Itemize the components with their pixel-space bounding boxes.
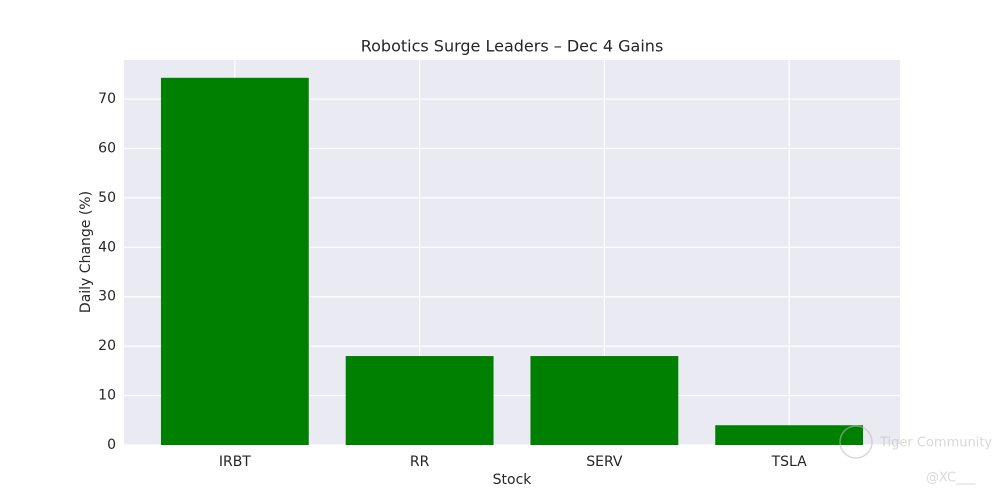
y-tick-label: 60 (98, 140, 116, 156)
y-tick-label: 40 (98, 239, 116, 255)
watermark-brand: Tiger Community (879, 436, 992, 451)
x-tick-label: TSLA (771, 454, 808, 470)
watermark: Tiger Community @XC___ (839, 425, 992, 486)
bar (715, 425, 864, 445)
y-tick-label: 0 (107, 437, 116, 453)
bar (530, 356, 679, 445)
x-axis-label: Stock (493, 472, 533, 488)
y-tick-label: 30 (98, 289, 116, 305)
y-tick-label: 50 (98, 190, 116, 206)
chart-title: Robotics Surge Leaders – Dec 4 Gains (361, 37, 664, 56)
y-tick-label: 20 (98, 338, 116, 354)
x-tick-label: SERV (586, 454, 623, 470)
y-axis-label: Daily Change (%) (78, 191, 94, 313)
x-tick-label: IRBT (219, 454, 251, 470)
x-tick-label: RR (410, 454, 430, 470)
bar (160, 77, 309, 445)
watermark-logo (839, 425, 873, 459)
y-tick-label: 70 (98, 91, 116, 107)
watermark-handle: @XC___ (926, 471, 976, 486)
bar (345, 356, 494, 445)
y-tick-label: 10 (98, 388, 116, 404)
